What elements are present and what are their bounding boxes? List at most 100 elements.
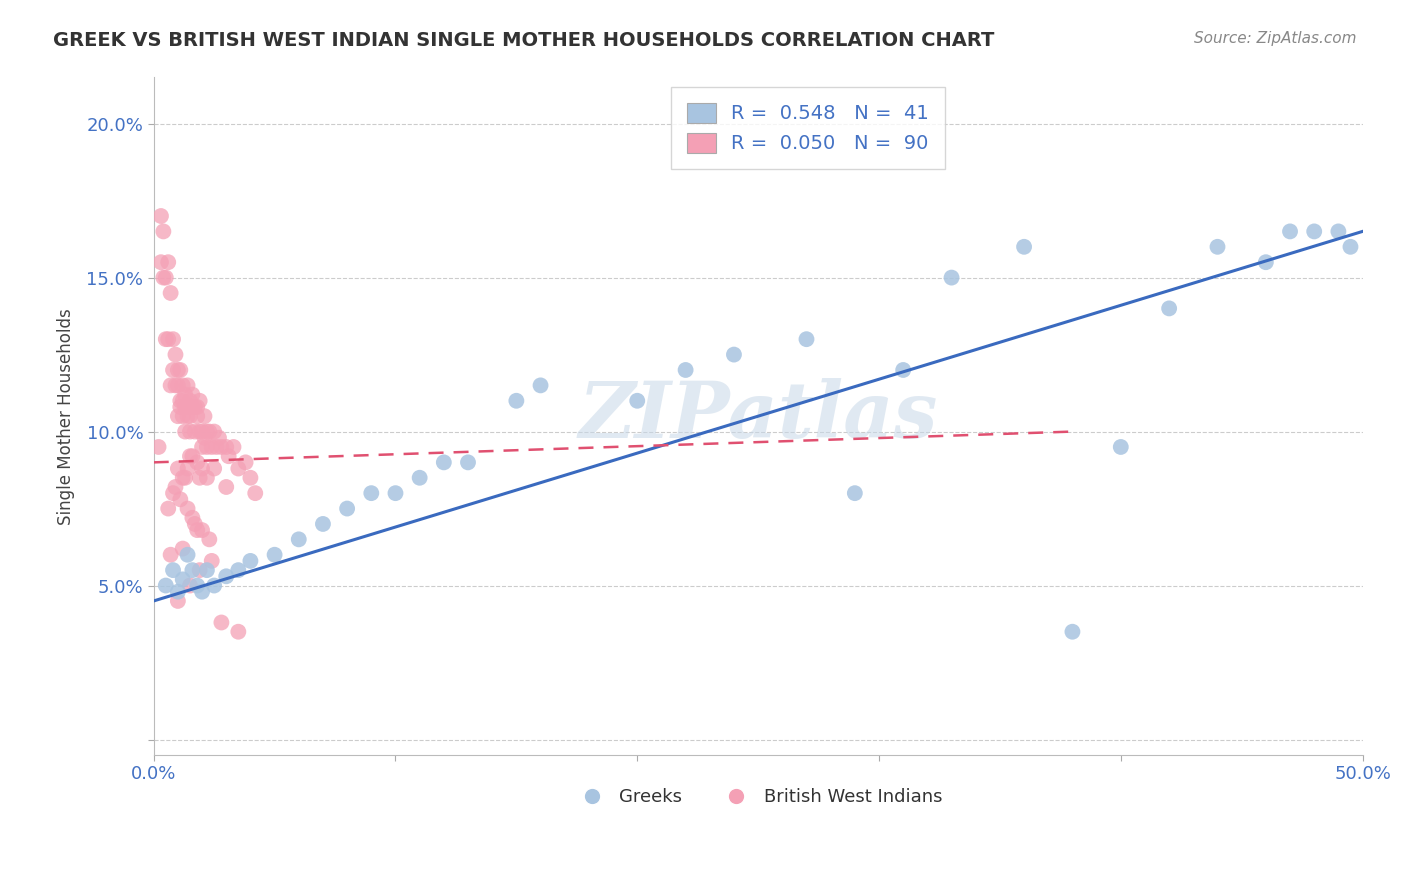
Point <box>457 455 479 469</box>
Point <box>195 563 218 577</box>
Point <box>186 400 208 414</box>
Point <box>188 471 211 485</box>
Point <box>179 425 201 439</box>
Point <box>1109 440 1132 454</box>
Point <box>176 501 198 516</box>
Point <box>188 425 211 439</box>
Point <box>408 471 430 485</box>
Point <box>1279 224 1302 238</box>
Point <box>193 431 215 445</box>
Point <box>181 387 204 401</box>
Point <box>201 440 224 454</box>
Point <box>152 270 174 285</box>
Point <box>172 471 194 485</box>
Point <box>844 486 866 500</box>
Point <box>176 400 198 414</box>
Point <box>172 541 194 556</box>
Point <box>228 461 250 475</box>
Point <box>155 270 177 285</box>
Point <box>215 440 238 454</box>
Legend: Greeks, British West Indians: Greeks, British West Indians <box>567 781 949 814</box>
Point <box>215 569 238 583</box>
Point <box>181 400 204 414</box>
Point <box>174 400 197 414</box>
Point <box>675 363 697 377</box>
Point <box>167 584 190 599</box>
Point <box>186 409 208 424</box>
Point <box>167 594 190 608</box>
Point <box>723 348 745 362</box>
Point <box>209 615 232 630</box>
Point <box>162 363 184 377</box>
Point <box>157 501 180 516</box>
Point <box>169 363 191 377</box>
Point <box>195 471 218 485</box>
Point <box>191 440 214 454</box>
Point <box>184 425 207 439</box>
Point <box>149 255 172 269</box>
Point <box>239 471 262 485</box>
Point <box>169 393 191 408</box>
Point <box>198 425 221 439</box>
Point <box>188 393 211 408</box>
Point <box>228 624 250 639</box>
Point <box>159 548 181 562</box>
Point <box>167 461 190 475</box>
Point <box>205 440 228 454</box>
Point <box>1012 240 1035 254</box>
Point <box>176 378 198 392</box>
Point <box>239 554 262 568</box>
Point <box>174 425 197 439</box>
Point <box>176 548 198 562</box>
Point <box>167 363 190 377</box>
Point <box>1254 255 1277 269</box>
Point <box>149 209 172 223</box>
Point <box>186 455 208 469</box>
Point <box>235 455 257 469</box>
Point <box>162 486 184 500</box>
Point <box>172 378 194 392</box>
Point <box>245 486 267 500</box>
Point <box>179 578 201 592</box>
Point <box>159 378 181 392</box>
Point <box>209 440 232 454</box>
Point <box>191 523 214 537</box>
Point <box>193 409 215 424</box>
Point <box>184 400 207 414</box>
Text: ZIPatlas: ZIPatlas <box>578 378 938 454</box>
Point <box>172 409 194 424</box>
Point <box>202 425 225 439</box>
Point <box>360 486 382 500</box>
Point <box>891 363 914 377</box>
Point <box>1303 224 1326 238</box>
Point <box>336 501 359 516</box>
Point <box>162 563 184 577</box>
Point <box>172 573 194 587</box>
Point <box>165 378 187 392</box>
Point <box>529 378 551 392</box>
Point <box>222 440 245 454</box>
Point <box>218 449 240 463</box>
Point <box>201 554 224 568</box>
Point <box>165 480 187 494</box>
Point <box>433 455 456 469</box>
Point <box>184 516 207 531</box>
Point <box>155 332 177 346</box>
Point <box>167 378 190 392</box>
Point <box>179 393 201 408</box>
Point <box>263 548 285 562</box>
Point <box>174 471 197 485</box>
Point <box>208 431 231 445</box>
Point <box>176 409 198 424</box>
Point <box>1340 240 1362 254</box>
Point <box>1159 301 1181 316</box>
Point <box>228 563 250 577</box>
Point <box>152 224 174 238</box>
Point <box>384 486 406 500</box>
Point <box>1206 240 1229 254</box>
Point <box>202 461 225 475</box>
Point <box>181 510 204 524</box>
Point <box>169 400 191 414</box>
Point <box>181 449 204 463</box>
Point <box>1327 224 1350 238</box>
